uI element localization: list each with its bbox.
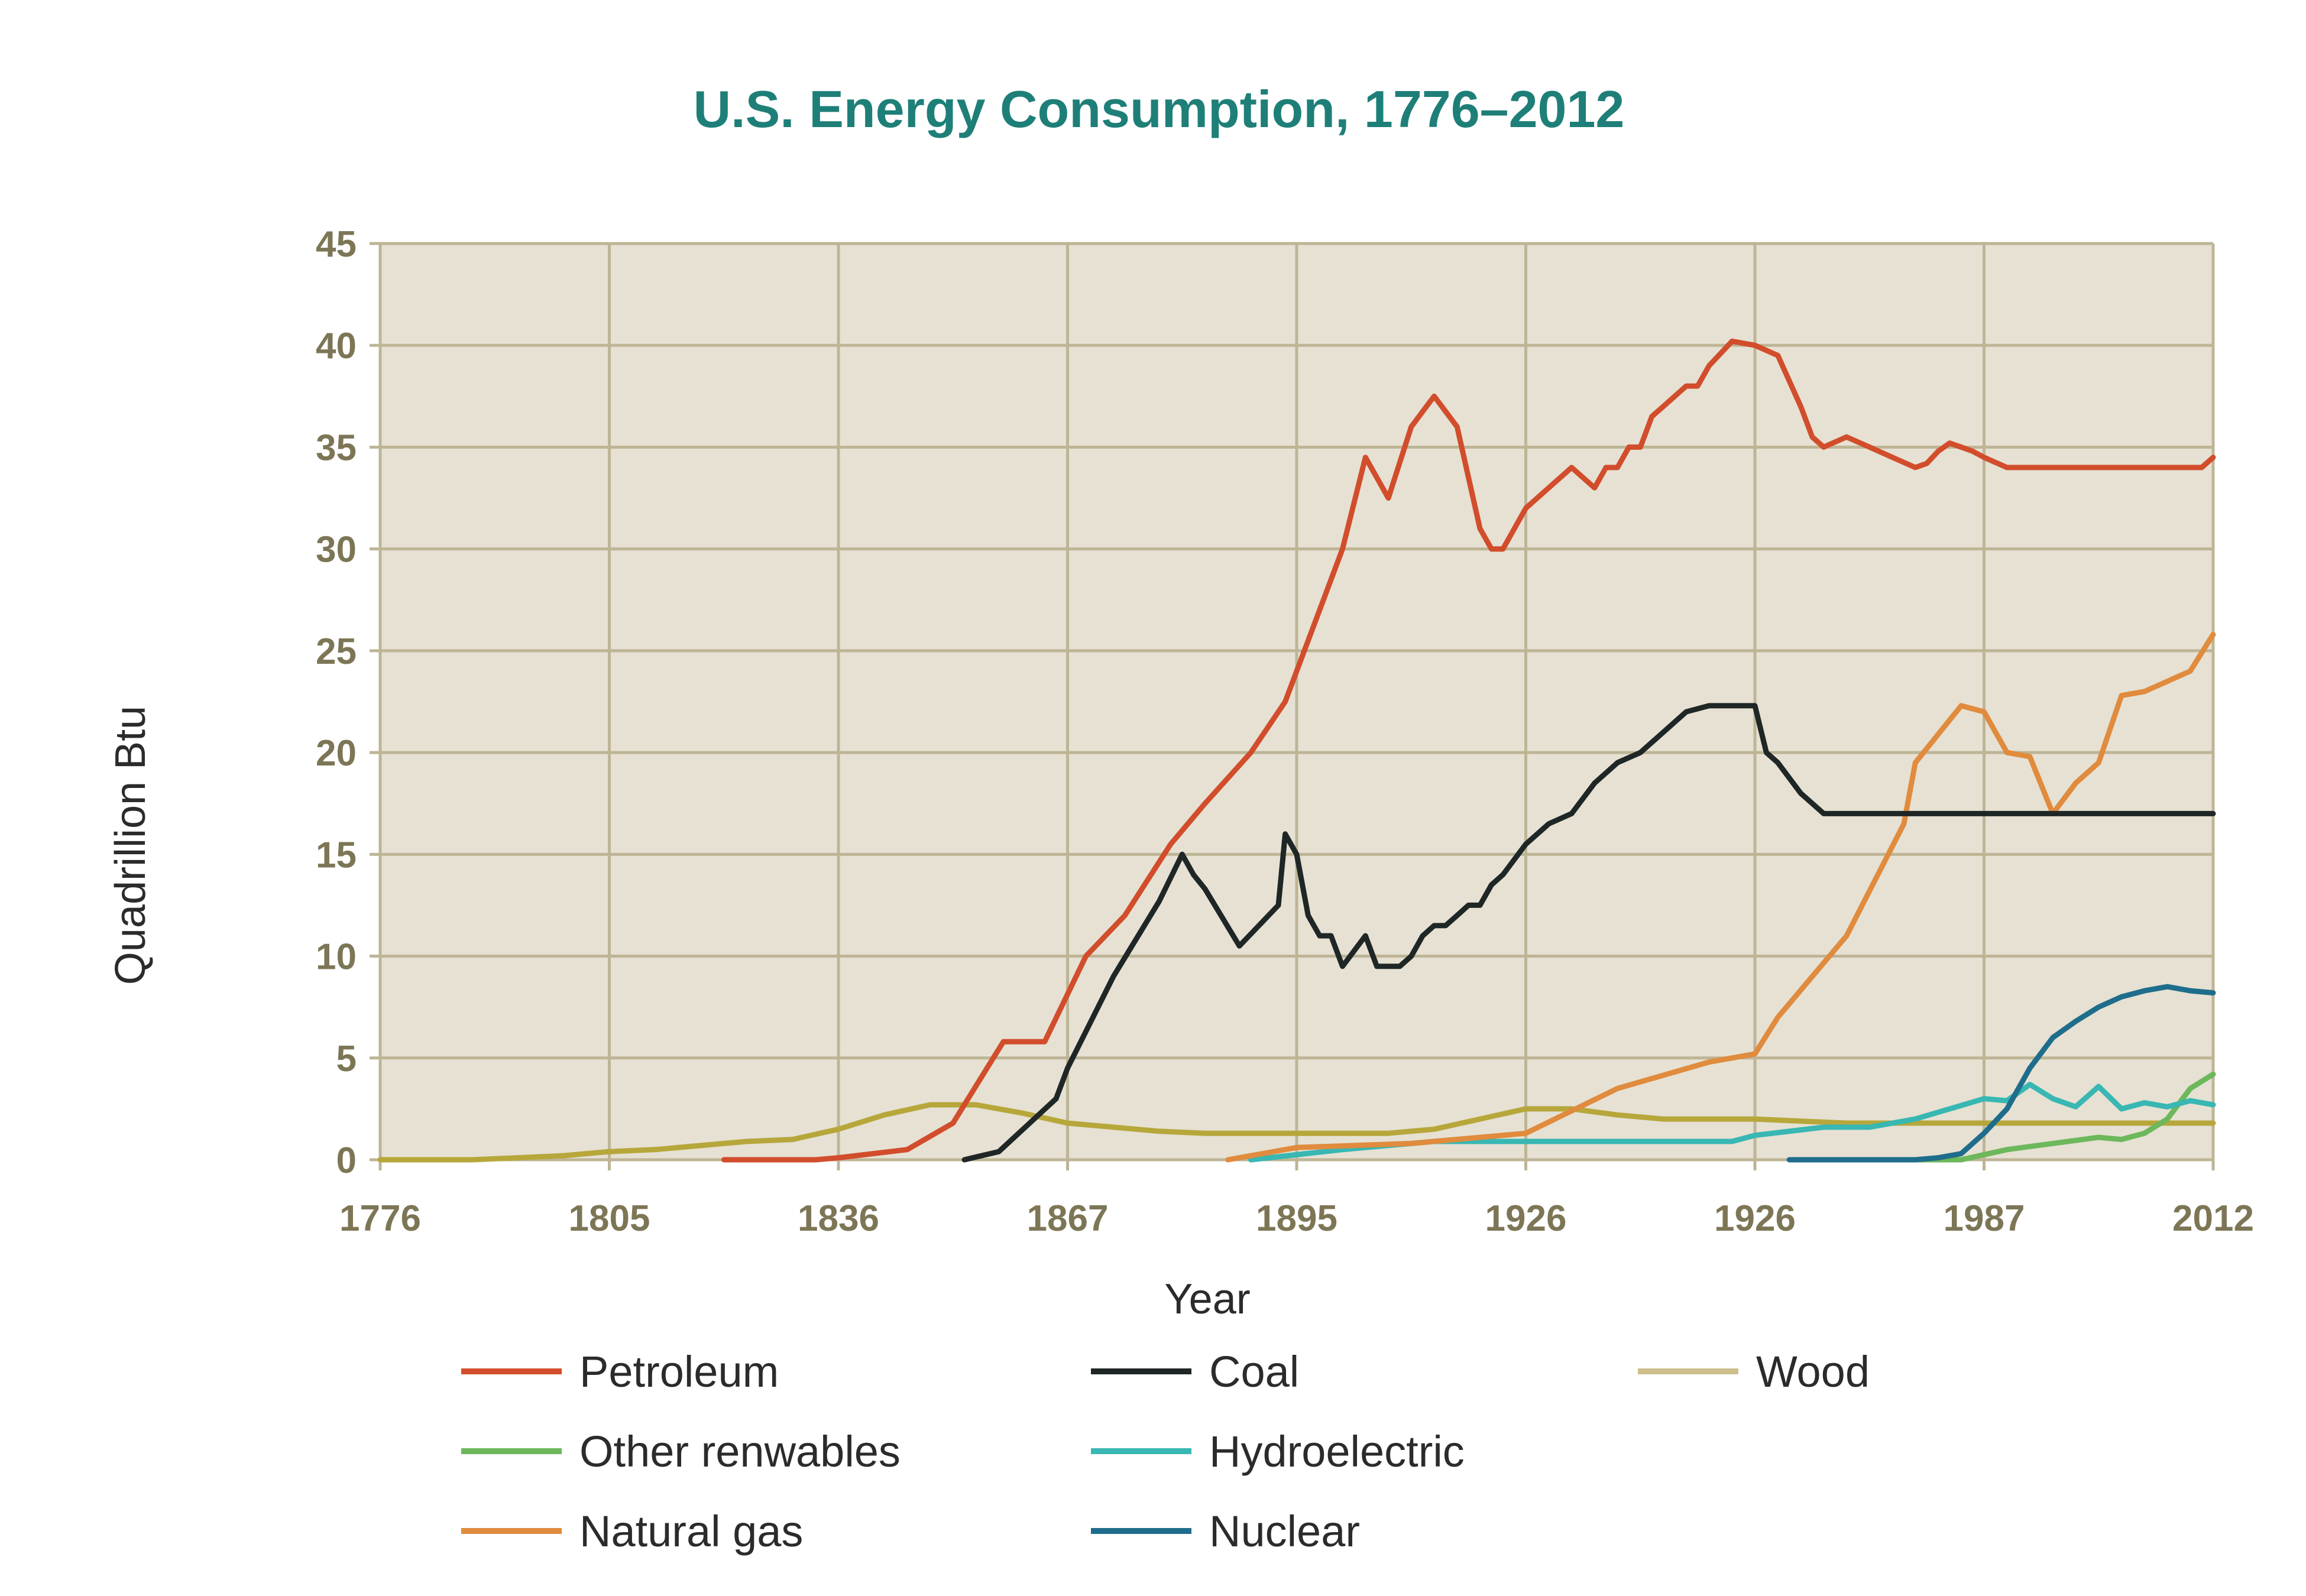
series-line-coal bbox=[961, 703, 2216, 1163]
y-tick-label: 30 bbox=[316, 530, 357, 570]
y-tick-label: 25 bbox=[316, 631, 357, 672]
chart-title: U.S. Energy Consumption, 1776–2012 bbox=[694, 80, 1625, 138]
series-line-petroleum bbox=[721, 338, 2216, 1163]
x-tick-label: 1805 bbox=[569, 1198, 650, 1239]
legend-label-coal: Coal bbox=[1209, 1347, 1299, 1396]
y-tick-label: 40 bbox=[316, 326, 357, 366]
y-tick-label: 45 bbox=[316, 224, 357, 265]
y-tick-label: 0 bbox=[336, 1140, 357, 1181]
legend-label-wood: Wood bbox=[1756, 1347, 1870, 1396]
series-line-natural-gas bbox=[1225, 631, 2216, 1163]
y-tick-label: 20 bbox=[316, 733, 357, 774]
grid bbox=[370, 242, 2215, 1170]
x-tick-label: 1926 bbox=[1485, 1198, 1567, 1239]
series-line-hydroelectric bbox=[1248, 1082, 2216, 1163]
y-tick-label: 35 bbox=[316, 427, 357, 468]
x-tick-label: 1867 bbox=[1027, 1198, 1109, 1239]
series-line-wood bbox=[377, 1102, 2216, 1163]
legend-label-hydroelectric: Hydroelectric bbox=[1209, 1427, 1465, 1476]
x-tick-label: 1987 bbox=[1944, 1198, 2025, 1239]
series-lines bbox=[377, 338, 2216, 1163]
series-line-nuclear bbox=[1786, 984, 2216, 1163]
x-axis-label: Year bbox=[1164, 1276, 1250, 1323]
y-tick-label: 15 bbox=[316, 835, 357, 875]
x-tick-label: 1926 bbox=[1714, 1198, 1796, 1239]
x-axis: 1776 1805 1836 1867 1895 1926 1926 1987 2012 bbox=[339, 1198, 2254, 1239]
legend-label-nuclear: Nuclear bbox=[1209, 1507, 1360, 1556]
x-tick-label: 1895 bbox=[1256, 1198, 1337, 1239]
legend: Petroleum Coal Wood Other renwables Hydroele… bbox=[461, 1347, 1870, 1556]
legend-label-petroleum: Petroleum bbox=[579, 1347, 779, 1396]
y-axis-label: Quadrillion Btu bbox=[107, 706, 154, 985]
x-tick-label: 1836 bbox=[798, 1198, 879, 1239]
x-tick-label: 1776 bbox=[339, 1198, 421, 1239]
x-tick-label: 2012 bbox=[2172, 1198, 2254, 1239]
legend-label-natural-gas: Natural gas bbox=[579, 1507, 803, 1556]
y-tick-label: 5 bbox=[336, 1039, 357, 1079]
legend-label-other-renwables: Other renwables bbox=[579, 1427, 901, 1476]
y-tick-label: 10 bbox=[316, 937, 357, 978]
y-axis: 0 5 10 15 20 25 30 35 40 45 bbox=[316, 224, 357, 1181]
